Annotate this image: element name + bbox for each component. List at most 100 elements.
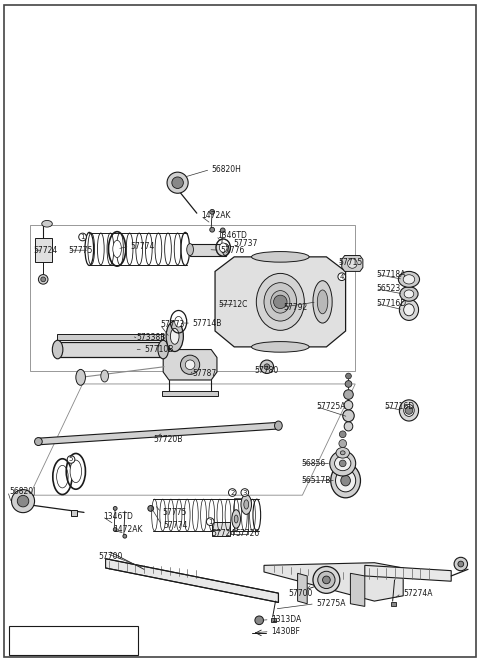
Text: 56856: 56856: [301, 459, 326, 468]
Text: 1346TD: 1346TD: [103, 512, 133, 521]
Circle shape: [220, 228, 225, 233]
Polygon shape: [365, 565, 451, 581]
Circle shape: [123, 534, 127, 538]
Text: 56517B: 56517B: [301, 476, 331, 485]
Text: 57792: 57792: [283, 303, 308, 312]
Ellipse shape: [275, 421, 282, 430]
Ellipse shape: [42, 220, 52, 227]
Ellipse shape: [399, 400, 419, 421]
Ellipse shape: [166, 321, 183, 352]
Text: 57338B: 57338B: [137, 333, 166, 342]
Text: 57712C: 57712C: [218, 300, 247, 309]
Text: 57787: 57787: [192, 369, 216, 378]
Polygon shape: [298, 573, 307, 604]
Ellipse shape: [336, 448, 349, 458]
Text: NOTE: NOTE: [11, 645, 34, 654]
Text: 57275A: 57275A: [317, 599, 346, 608]
Text: 57775: 57775: [69, 246, 93, 255]
Circle shape: [185, 360, 195, 369]
Ellipse shape: [101, 370, 108, 382]
Ellipse shape: [76, 369, 85, 385]
Circle shape: [180, 355, 200, 375]
Bar: [271, 618, 276, 622]
Ellipse shape: [175, 316, 182, 327]
Ellipse shape: [252, 342, 309, 352]
Polygon shape: [35, 238, 52, 262]
Text: 56820J: 56820J: [10, 487, 36, 496]
Text: 2: 2: [230, 489, 235, 496]
Ellipse shape: [340, 451, 345, 455]
Polygon shape: [264, 563, 403, 601]
Text: 57774: 57774: [163, 521, 188, 530]
Text: 57776: 57776: [221, 246, 245, 255]
Text: 57726: 57726: [235, 529, 260, 538]
Text: 1472AK: 1472AK: [202, 211, 231, 220]
Ellipse shape: [398, 271, 420, 287]
Ellipse shape: [234, 515, 238, 523]
Circle shape: [348, 259, 357, 268]
Circle shape: [346, 373, 351, 379]
Text: 1: 1: [208, 518, 213, 525]
Text: 1430BF: 1430BF: [271, 627, 300, 636]
Ellipse shape: [158, 340, 168, 359]
Ellipse shape: [330, 451, 356, 476]
Polygon shape: [106, 559, 278, 602]
Text: 57716D: 57716D: [376, 299, 407, 308]
Text: 1: 1: [80, 234, 85, 240]
Ellipse shape: [341, 475, 350, 486]
Ellipse shape: [271, 291, 290, 313]
Ellipse shape: [35, 438, 42, 446]
Text: 57780: 57780: [254, 366, 279, 375]
Circle shape: [167, 172, 188, 193]
Circle shape: [17, 495, 29, 507]
Polygon shape: [350, 573, 365, 606]
Text: 57715: 57715: [338, 258, 362, 267]
Circle shape: [41, 277, 46, 282]
Ellipse shape: [57, 465, 68, 488]
Text: 3: 3: [242, 489, 247, 496]
Circle shape: [210, 209, 215, 214]
Text: 56820H: 56820H: [211, 165, 241, 174]
Circle shape: [113, 528, 117, 532]
Ellipse shape: [403, 275, 415, 284]
Text: 57725A: 57725A: [317, 402, 346, 411]
Ellipse shape: [336, 469, 356, 492]
Circle shape: [454, 557, 468, 571]
Text: 1313DA: 1313DA: [271, 615, 301, 624]
Circle shape: [318, 571, 335, 589]
Text: 57775: 57775: [162, 508, 187, 517]
Circle shape: [255, 616, 264, 625]
Circle shape: [210, 227, 215, 232]
Circle shape: [323, 576, 330, 584]
Ellipse shape: [187, 244, 193, 256]
Polygon shape: [163, 350, 217, 380]
Text: 57710B: 57710B: [144, 345, 173, 354]
Polygon shape: [342, 256, 363, 271]
Ellipse shape: [404, 304, 414, 316]
Ellipse shape: [313, 281, 332, 323]
Ellipse shape: [343, 410, 354, 422]
Circle shape: [345, 381, 352, 387]
Text: 57737: 57737: [233, 239, 258, 248]
Ellipse shape: [252, 252, 309, 262]
Ellipse shape: [339, 440, 347, 448]
Ellipse shape: [400, 287, 418, 301]
Ellipse shape: [331, 463, 360, 498]
Circle shape: [172, 177, 183, 189]
Text: 57774: 57774: [131, 242, 155, 251]
Text: 57700: 57700: [98, 551, 122, 561]
Circle shape: [260, 360, 274, 373]
Polygon shape: [37, 422, 278, 445]
Polygon shape: [162, 391, 218, 396]
Circle shape: [405, 406, 413, 414]
Polygon shape: [57, 342, 163, 357]
Text: 5: 5: [69, 456, 73, 463]
Polygon shape: [215, 257, 346, 347]
Circle shape: [339, 431, 346, 438]
Ellipse shape: [256, 273, 304, 330]
Text: 57773: 57773: [161, 320, 185, 329]
Text: 57724: 57724: [211, 529, 236, 538]
Text: 57716D: 57716D: [384, 402, 414, 411]
Ellipse shape: [241, 495, 252, 514]
Text: 57720B: 57720B: [154, 435, 183, 444]
